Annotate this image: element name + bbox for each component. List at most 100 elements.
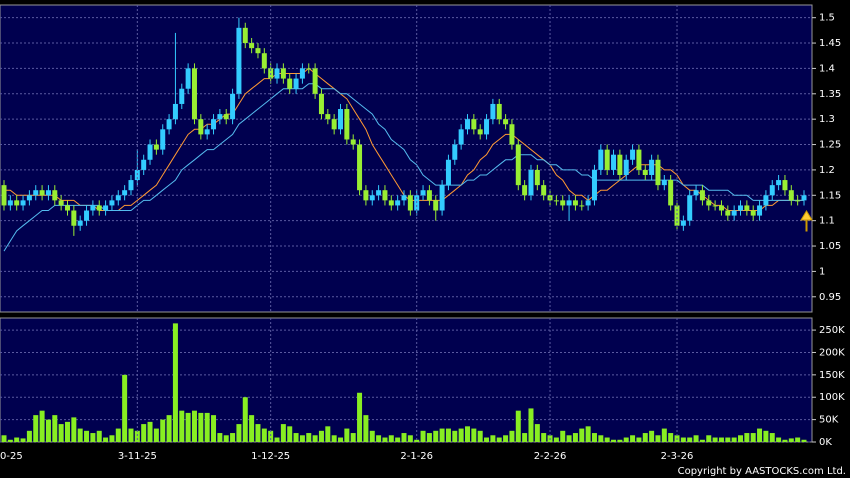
x-tick-label: 2-1-26 — [400, 451, 433, 462]
candle-body — [636, 149, 642, 170]
candle-body — [782, 180, 788, 191]
volume-bar — [420, 430, 426, 442]
candle-body — [90, 205, 96, 211]
candle-body — [452, 144, 458, 160]
volume-bar — [642, 433, 648, 442]
x-tick-label: 3-11-25 — [118, 451, 157, 462]
volume-bar — [509, 430, 515, 442]
volume-bar — [776, 437, 782, 442]
volume-bar — [725, 437, 731, 442]
volume-bar — [484, 437, 490, 442]
candle-body — [376, 190, 382, 196]
volume-bar — [750, 433, 756, 442]
volume-bar — [401, 433, 407, 442]
volume-bar — [103, 437, 109, 442]
volume-bar — [77, 428, 83, 442]
volume-bar — [591, 433, 597, 442]
volume-bar — [344, 428, 350, 442]
candle-body — [20, 200, 26, 206]
volume-bar — [204, 412, 210, 442]
candle-body — [611, 154, 617, 170]
volume-bar — [636, 437, 642, 442]
candle-body — [280, 68, 286, 79]
candle-body — [795, 200, 801, 202]
y-tick-label: 0.95 — [819, 292, 841, 303]
candle-body — [395, 200, 401, 206]
candle-body — [84, 210, 90, 221]
volume-bar — [287, 426, 293, 442]
volume-bar — [782, 439, 788, 442]
volume-bar — [541, 433, 547, 442]
candle-body — [801, 195, 807, 201]
y-tick-label: 1.3 — [819, 114, 835, 125]
candle-body — [604, 149, 610, 170]
volume-bar — [198, 412, 204, 442]
volume-bar — [109, 435, 115, 442]
candle-body — [401, 195, 407, 201]
volume-bar — [649, 430, 655, 442]
volume-bar — [160, 419, 166, 442]
volume-bar — [293, 433, 299, 442]
volume-bar — [115, 428, 121, 442]
candle-body — [420, 190, 426, 196]
volume-bar — [33, 415, 39, 442]
candle-body — [160, 129, 166, 150]
volume-bar — [693, 435, 699, 442]
volume-bar — [249, 415, 255, 442]
candle-body — [788, 190, 794, 201]
candle-body — [445, 159, 451, 186]
volume-bar — [312, 435, 318, 442]
volume-bar — [255, 424, 261, 442]
candle-body — [230, 93, 236, 120]
candle-body — [706, 200, 712, 206]
volume-bar — [211, 415, 217, 442]
candle-body — [661, 180, 667, 186]
y-tick-label: 1.4 — [819, 63, 835, 74]
candle-body — [712, 205, 718, 207]
y-tick-label: 1.45 — [819, 38, 841, 49]
volume-bar — [172, 323, 178, 442]
volume-bar — [763, 430, 769, 442]
volume-bar — [560, 430, 566, 442]
candle-body — [363, 190, 369, 201]
candle-body — [426, 190, 432, 201]
volume-bar — [325, 426, 331, 442]
volume-bar — [680, 437, 686, 442]
volume-bar — [433, 430, 439, 442]
candle-body — [71, 210, 77, 226]
volume-bar — [471, 428, 477, 442]
candle-body — [64, 205, 70, 211]
candle-body — [534, 169, 540, 186]
volume-bar — [122, 374, 128, 442]
candle-body — [623, 159, 629, 175]
volume-bar — [268, 430, 274, 442]
candle-body — [242, 27, 248, 44]
y-tick-label: 200K — [819, 347, 845, 358]
candle-body — [699, 190, 705, 201]
volume-bar — [515, 410, 521, 442]
candle-body — [39, 190, 45, 196]
price-panel — [0, 4, 813, 313]
volume-bar — [242, 397, 248, 442]
volume-bar — [64, 421, 70, 442]
candle-body — [77, 220, 83, 226]
candle-body — [115, 195, 121, 201]
candle-body — [293, 78, 299, 89]
y-tick-label: 0K — [819, 437, 832, 448]
candle-body — [572, 200, 578, 206]
volume-bar — [388, 435, 394, 442]
volume-bar — [611, 439, 617, 442]
candle-body — [433, 200, 439, 211]
volume-bar — [503, 435, 509, 442]
volume-bar — [20, 438, 26, 442]
volume-bar — [534, 424, 540, 442]
candle-body — [122, 190, 128, 196]
candle-body — [731, 210, 737, 216]
candle-body — [179, 88, 185, 104]
volume-bar — [572, 433, 578, 442]
volume-bar — [445, 428, 451, 442]
candle-body — [617, 154, 623, 175]
candle-body — [26, 195, 32, 201]
volume-bar — [376, 435, 382, 442]
